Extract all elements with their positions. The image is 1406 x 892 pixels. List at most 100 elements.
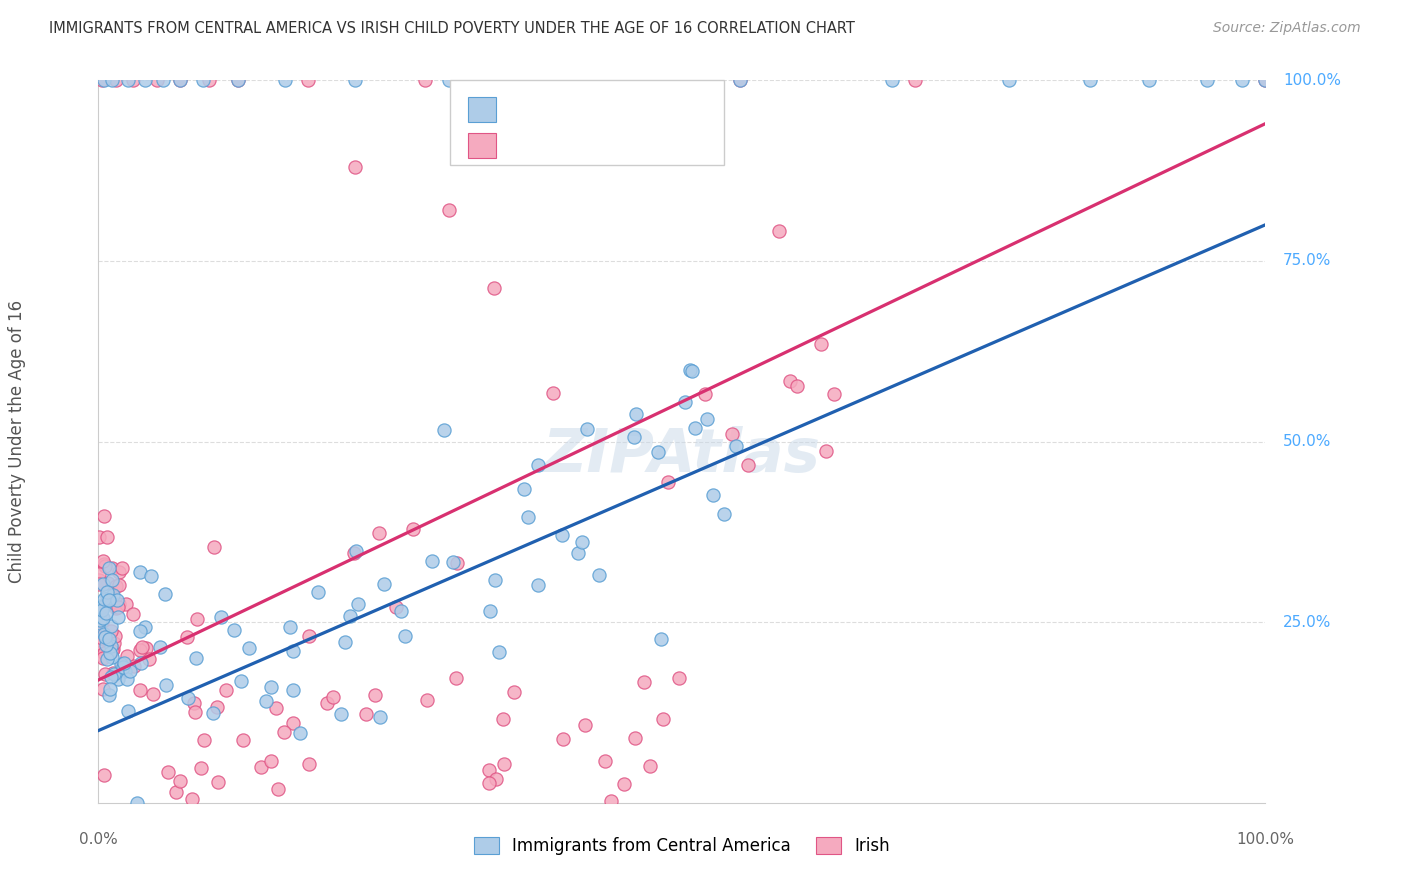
Point [89, 577, 111, 591]
Point [571, 534, 593, 549]
Point [93, 768, 115, 782]
Point [278, 620, 301, 634]
Point [228, 73, 250, 87]
Point [183, 696, 205, 710]
Point [730, 73, 752, 87]
Legend: Immigrants from Central America, Irish: Immigrants from Central America, Irish [465, 829, 898, 863]
Point [97, 575, 120, 590]
Point [87, 613, 110, 627]
Text: Source: ZipAtlas.com: Source: ZipAtlas.com [1213, 21, 1361, 35]
Point [650, 632, 672, 646]
Point [702, 488, 724, 502]
Point [105, 593, 128, 607]
Point [339, 608, 361, 623]
Point [274, 73, 297, 87]
Point [222, 624, 245, 638]
Point [87, 636, 110, 650]
Point [91, 649, 114, 664]
Point [91, 603, 114, 617]
Point [101, 641, 124, 656]
Point [94, 630, 117, 644]
Point [98, 592, 121, 607]
Text: 50.0%: 50.0% [1282, 434, 1331, 449]
Point [441, 555, 464, 569]
Text: R =: R = [505, 101, 541, 119]
Point [93, 559, 115, 574]
Point [155, 587, 177, 601]
Point [384, 600, 406, 615]
Point [142, 688, 165, 702]
Point [228, 73, 250, 87]
Point [283, 716, 305, 731]
Point [114, 597, 136, 611]
Point [97, 646, 120, 660]
Point [111, 561, 134, 575]
Point [193, 73, 215, 87]
Point [588, 568, 610, 582]
Text: 25.0%: 25.0% [1282, 615, 1331, 630]
Point [129, 643, 152, 657]
Point [724, 439, 747, 453]
Point [135, 640, 157, 655]
Point [91, 615, 114, 629]
Point [117, 73, 139, 87]
Point [98, 591, 121, 605]
Point [681, 364, 703, 378]
Point [492, 757, 515, 772]
Point [103, 665, 125, 680]
Point [322, 690, 344, 704]
Point [721, 427, 744, 442]
Point [768, 224, 790, 238]
Point [108, 578, 131, 592]
Point [111, 657, 134, 672]
Point [1254, 73, 1277, 87]
Point [89, 616, 111, 631]
Point [446, 671, 468, 685]
Point [152, 73, 174, 87]
Point [115, 673, 138, 687]
Point [100, 561, 122, 575]
Point [433, 424, 456, 438]
Point [491, 713, 513, 727]
Point [149, 640, 172, 654]
Point [94, 606, 117, 620]
Point [87, 607, 110, 622]
Point [105, 601, 128, 615]
Point [190, 760, 212, 774]
Point [91, 631, 114, 645]
Point [165, 785, 187, 799]
Point [90, 599, 112, 614]
Point [117, 704, 139, 718]
Point [93, 627, 115, 641]
Text: IMMIGRANTS FROM CENTRAL AMERICA VS IRISH CHILD POVERTY UNDER THE AGE OF 16 CORRE: IMMIGRANTS FROM CENTRAL AMERICA VS IRISH… [49, 21, 855, 36]
Text: 0.725: 0.725 [538, 101, 591, 119]
Point [186, 650, 208, 665]
Point [89, 613, 111, 627]
Point [316, 697, 339, 711]
Point [368, 526, 391, 541]
Point [207, 774, 229, 789]
Point [814, 443, 837, 458]
Point [87, 600, 110, 615]
Point [104, 579, 127, 593]
Point [810, 336, 832, 351]
Point [108, 597, 131, 611]
Point [96, 530, 118, 544]
Point [94, 631, 117, 645]
Point [89, 566, 111, 581]
Point [98, 682, 121, 697]
Point [100, 639, 122, 653]
Point [600, 794, 623, 808]
Point [176, 630, 198, 644]
Point [482, 281, 505, 295]
Text: R =: R = [505, 136, 541, 154]
Point [1230, 73, 1253, 87]
Point [526, 578, 548, 592]
Point [283, 682, 305, 697]
Point [288, 725, 311, 739]
Point [1137, 73, 1160, 87]
Point [215, 682, 238, 697]
Text: 0.682: 0.682 [538, 136, 591, 154]
Point [485, 772, 508, 787]
Point [478, 763, 501, 777]
